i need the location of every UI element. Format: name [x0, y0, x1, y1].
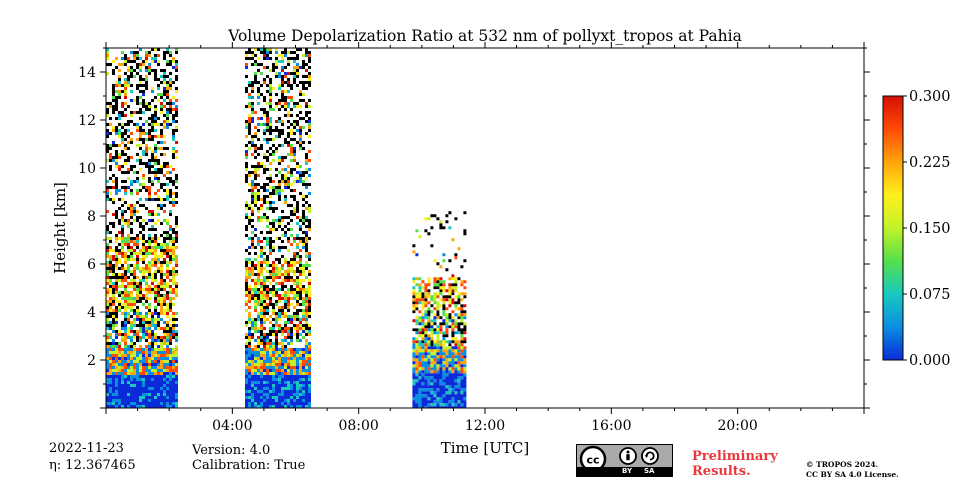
copyright-line1: © TROPOS 2024.	[806, 460, 879, 469]
axis-ticks: 04:00 08:00 12:00 16:00 20:00 2 4 6 8 10 12 14	[78, 42, 870, 434]
plot-frame	[105, 47, 865, 409]
data-block	[245, 48, 311, 408]
data-block	[106, 48, 178, 408]
copyright-label: © TROPOS 2024. CC BY SA 4.0 License.	[806, 460, 899, 480]
preliminary-line2: Results.	[692, 464, 751, 479]
cc-license-badge: cc BY SA	[576, 444, 673, 477]
chart-title: Volume Depolarization Ratio at 532 nm of…	[227, 27, 742, 45]
y-axis-label: Height [km]	[51, 182, 69, 274]
x-axis-label: Time [UTC]	[441, 439, 530, 457]
colorbar-tick-label: 0.225	[909, 155, 951, 171]
license-sa-label: SA	[644, 467, 655, 475]
license-by-label: BY	[622, 467, 633, 475]
colorbar	[882, 95, 904, 361]
heatmap-data	[106, 48, 467, 408]
version-label: Version: 4.0	[192, 443, 271, 458]
preliminary-line1: Preliminary	[692, 449, 778, 464]
copyright-line2: CC BY SA 4.0 License.	[806, 470, 899, 479]
preliminary-results-label: Preliminary Results.	[692, 449, 778, 479]
y-tick-label: 8	[87, 209, 96, 225]
data-block	[412, 211, 467, 408]
y-tick-label: 12	[78, 113, 96, 129]
x-tick-label: 16:00	[591, 418, 631, 434]
y-tick-label: 10	[78, 161, 96, 177]
y-tick-label: 4	[87, 305, 96, 321]
y-tick-label: 14	[78, 65, 96, 81]
date-label: 2022-11-23	[49, 441, 124, 456]
colorbar-tick-label: 0.075	[909, 287, 951, 303]
calibration-label: Calibration: True	[192, 458, 306, 473]
y-tick-label: 6	[87, 257, 96, 273]
x-tick-label: 20:00	[717, 418, 757, 434]
sa-icon	[641, 447, 659, 465]
y-tick-label: 2	[87, 353, 96, 369]
colorbar-tick-label: 0.300	[909, 89, 951, 105]
colorbar-tick-label: 0.000	[909, 353, 951, 369]
x-tick-label: 08:00	[338, 418, 378, 434]
colorbar-ticks: 0.000 0.075 0.150 0.225 0.300	[903, 89, 951, 369]
eta-label: η: 12.367465	[49, 458, 136, 473]
svg-text:cc: cc	[586, 454, 599, 467]
colorbar-tick-label: 0.150	[909, 221, 951, 237]
x-tick-label: 12:00	[465, 418, 505, 434]
x-tick-label: 04:00	[212, 418, 252, 434]
